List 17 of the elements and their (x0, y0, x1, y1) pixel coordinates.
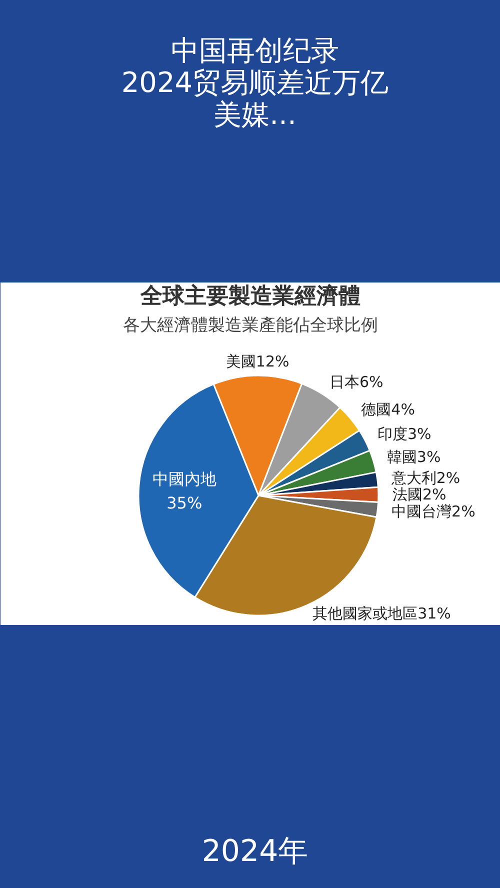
chart-subtitle: 各大經濟體製造業產能佔全球比例 (123, 316, 378, 336)
slice-label: 意大利2% (390, 468, 460, 487)
text: 美媒... (214, 98, 296, 132)
text: 2024年 (202, 834, 308, 870)
slice-label: 其他國家或地區31% (312, 604, 451, 622)
text: 中国再创纪录 (170, 34, 339, 67)
data-label: 35% (166, 494, 202, 513)
slice-label: 韓國3% (386, 448, 441, 466)
slice-label: 中國台灣2% (392, 502, 476, 520)
slice-label: 德國4% (361, 400, 415, 418)
slice-label: 美國12% (226, 352, 290, 371)
slice-label: 印度3% (377, 424, 432, 443)
chart-title: 全球主要製造業經濟體 (140, 283, 360, 309)
text: 2024贸易顺差近万亿 (121, 66, 389, 100)
slice-label: 法國2% (392, 486, 446, 504)
slice-label: 中國內地 (152, 470, 216, 489)
slice-label: 日本6% (330, 372, 384, 391)
